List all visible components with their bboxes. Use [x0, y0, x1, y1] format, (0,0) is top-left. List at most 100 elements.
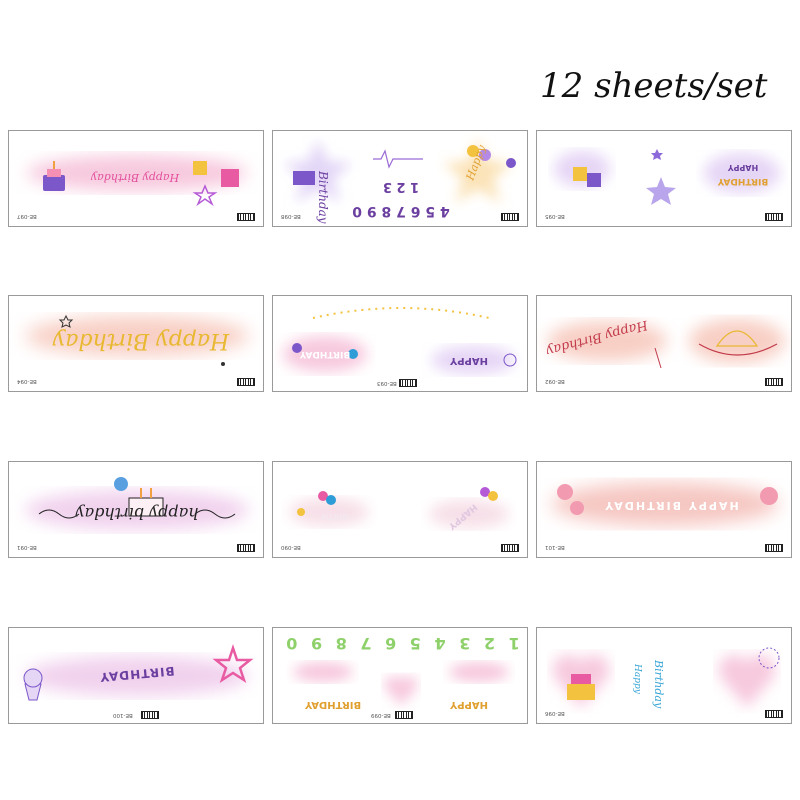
heart-icon [384, 675, 418, 706]
star-icon [192, 184, 218, 207]
barcode [237, 378, 255, 386]
barcode [765, 710, 783, 718]
sheet-4-artwork [25, 314, 249, 366]
balloon-icon [318, 491, 328, 501]
sheet-7-artwork [25, 477, 249, 530]
balloon-icon [557, 484, 573, 500]
sheet-2-artwork [283, 139, 516, 203]
tattoo-sheet-7: happy birthday BE-091 [8, 461, 264, 558]
sheet-8-artwork [289, 487, 509, 528]
page-title: 12 sheets/set [540, 66, 768, 106]
star-icon [646, 177, 676, 205]
sheet-2-text-birthday: Birthday [316, 170, 330, 224]
sheet-7-text: happy birthday [75, 504, 199, 523]
barcode [395, 711, 413, 719]
tattoo-sheet-5: BIRTHDAY HAPPY BE-093 [272, 295, 528, 392]
sheet-2-text-digits-top: 1 2 3 [383, 179, 419, 194]
balloon-icon [506, 158, 516, 168]
balloon-icon [348, 349, 358, 359]
cake-icon [293, 171, 315, 185]
gift-icon [193, 161, 207, 175]
sheet-code: BE-090 [281, 544, 301, 550]
sheet-code: BE-092 [545, 378, 565, 384]
sheet-code: BE-094 [17, 378, 37, 384]
barcode [141, 711, 159, 719]
sheet-code: BE-098 [281, 213, 301, 219]
sheet-5-text-happy: HAPPY [449, 355, 488, 366]
sheet-code: BE-099 [371, 712, 391, 718]
gift-icon [221, 169, 239, 187]
tattoo-sheet-3: HAPPY BIRTHDAY BE-095 [536, 130, 792, 227]
cake-icon [128, 497, 164, 517]
balloon-icon [297, 508, 305, 516]
sheet-2-text-happy: Happy [463, 143, 488, 183]
barcode [237, 544, 255, 552]
sparkle-icon [651, 149, 663, 160]
sheet-1-text: Happy Birthday [90, 171, 180, 184]
tattoo-sheet-1: Happy Birthday BE-097 [8, 130, 264, 227]
sheet-10-artwork [23, 644, 254, 701]
sheet-1-artwork [27, 155, 247, 207]
sheet-code: BE-096 [545, 710, 565, 716]
sheet-code: BE-100 [113, 712, 133, 718]
sheet-3-text-happy: HAPPY [728, 163, 759, 172]
tattoo-sheet-12: Happy Birthday BE-096 [536, 627, 792, 724]
sheet-5-text-birthday: BIRTHDAY [299, 349, 350, 359]
barcode [399, 379, 417, 387]
tattoo-sheet-2: Birthday 1 2 3 4 5 6 7 8 9 0 Happy BE-09… [272, 130, 528, 227]
tattoo-sheet-11: 1 2 3 4 5 6 7 8 9 0 HAPPY BIRTHDAY BE-09… [272, 627, 528, 724]
sheet-2-text-digits-bottom: 4 5 6 7 8 9 0 [352, 203, 450, 219]
sheet-9-artwork [551, 482, 779, 526]
sheet-code: BE-093 [377, 380, 397, 386]
sheet-11-text-happy: HAPPY [449, 699, 488, 710]
barcode [237, 213, 255, 221]
barcode [765, 544, 783, 552]
cake-icon [567, 684, 595, 700]
balloon-icon [480, 487, 490, 497]
tattoo-sheet-8: BIRTH HAPPY BE-090 [272, 461, 528, 558]
sparkler-icon [654, 347, 662, 369]
sheet-12-artwork [552, 647, 780, 708]
sheet-code: BE-095 [545, 213, 565, 219]
sheet-11-text-digits: 1 2 3 4 5 6 7 8 9 0 [282, 634, 519, 653]
sheet-4-text: Happy Birthday [52, 328, 230, 353]
tattoo-sheet-10: BIRTHDAY BE-100 [8, 627, 264, 724]
sheet-code: BE-101 [545, 544, 565, 550]
sheet-11-text-birthday: BIRTHDAY [304, 699, 361, 710]
balloon-icon [326, 495, 336, 505]
sheet-11-artwork [293, 662, 509, 706]
balloon-icon [292, 343, 302, 353]
sheet-6-text: Happy Birthday [544, 317, 650, 359]
star-icon [58, 314, 74, 328]
barcode [765, 378, 783, 386]
sheet-code: BE-091 [17, 544, 37, 550]
tattoo-sheet-6: Happy Birthday BE-092 [536, 295, 792, 392]
barcode [501, 544, 519, 552]
cake-icon [43, 175, 65, 191]
sheet-code: BE-097 [17, 213, 37, 219]
heart-icon [718, 654, 776, 708]
tattoo-sheet-4: Happy Birthday BE-094 [8, 295, 264, 392]
balloon-icon [479, 149, 491, 161]
balloon-icon [114, 477, 128, 491]
star-icon [221, 362, 225, 366]
balloon-icon [467, 145, 479, 157]
heartbeat-line-icon [373, 149, 423, 169]
tattoo-sheet-9: HAPPY BIRTHDAY BE-101 [536, 461, 792, 558]
star-icon [212, 644, 254, 683]
sheet-8-text-happy: HAPPY [446, 501, 479, 531]
sheet-8-text-birth: BIRTH [321, 512, 348, 521]
sheet-5-artwork [283, 307, 517, 374]
barcode [501, 213, 519, 221]
barcode [765, 213, 783, 221]
sheet-12-text-happy: Happy [632, 663, 642, 695]
star-garland-icon [312, 307, 490, 319]
gift-icon [573, 167, 587, 181]
sheet-10-text: BIRTHDAY [99, 664, 175, 685]
sheet-9-text: HAPPY BIRTHDAY [603, 499, 738, 512]
sheet-3-artwork [554, 149, 780, 205]
sheet-12-text-birthday: Birthday [652, 659, 665, 709]
balloon-icon [488, 491, 498, 501]
gift-icon [587, 173, 601, 187]
